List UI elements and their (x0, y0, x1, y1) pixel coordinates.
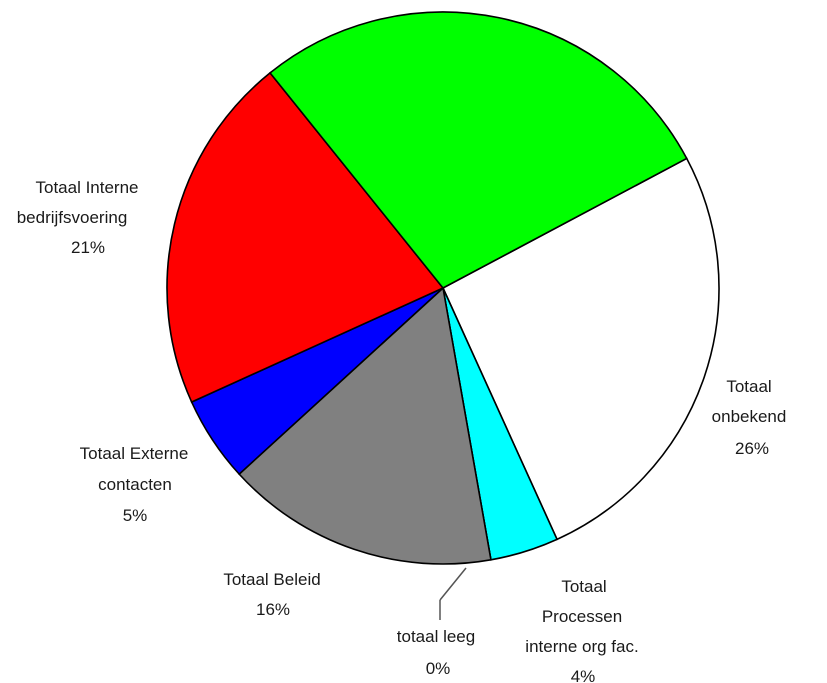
label-processen-line3: interne org fac. (525, 637, 638, 656)
label-externe-line2: contacten (98, 475, 172, 494)
label-onbekend-line1: Totaal (726, 377, 771, 396)
pie-slice-3 (238, 286, 492, 565)
label-interne-line1: Totaal Interne (35, 178, 138, 197)
pie-slice-5 (166, 71, 445, 404)
label-beleid-pct: 16% (256, 600, 290, 619)
label-processen-line2: Processen (542, 607, 622, 626)
label-onbekend-pct: 26% (735, 439, 769, 458)
label-onbekend-line2: onbekend (712, 407, 787, 426)
label-beleid-line1: Totaal Beleid (223, 570, 320, 589)
label-interne-pct: 21% (71, 238, 105, 257)
label-processen-line1: Totaal (561, 577, 606, 596)
leeg-leader-line (439, 567, 467, 601)
pie-slice-6 (268, 11, 688, 290)
label-externe-line1: Totaal Externe (80, 444, 189, 463)
pie-slices (166, 11, 720, 565)
pie-slice-0 (441, 157, 720, 541)
label-leeg-line1: totaal leeg (397, 627, 475, 646)
label-leeg-pct: 0% (426, 659, 451, 678)
label-interne-line2: bedrijfsvoering (17, 208, 128, 227)
label-processen-pct: 4% (571, 667, 596, 683)
label-externe-pct: 5% (123, 506, 148, 525)
